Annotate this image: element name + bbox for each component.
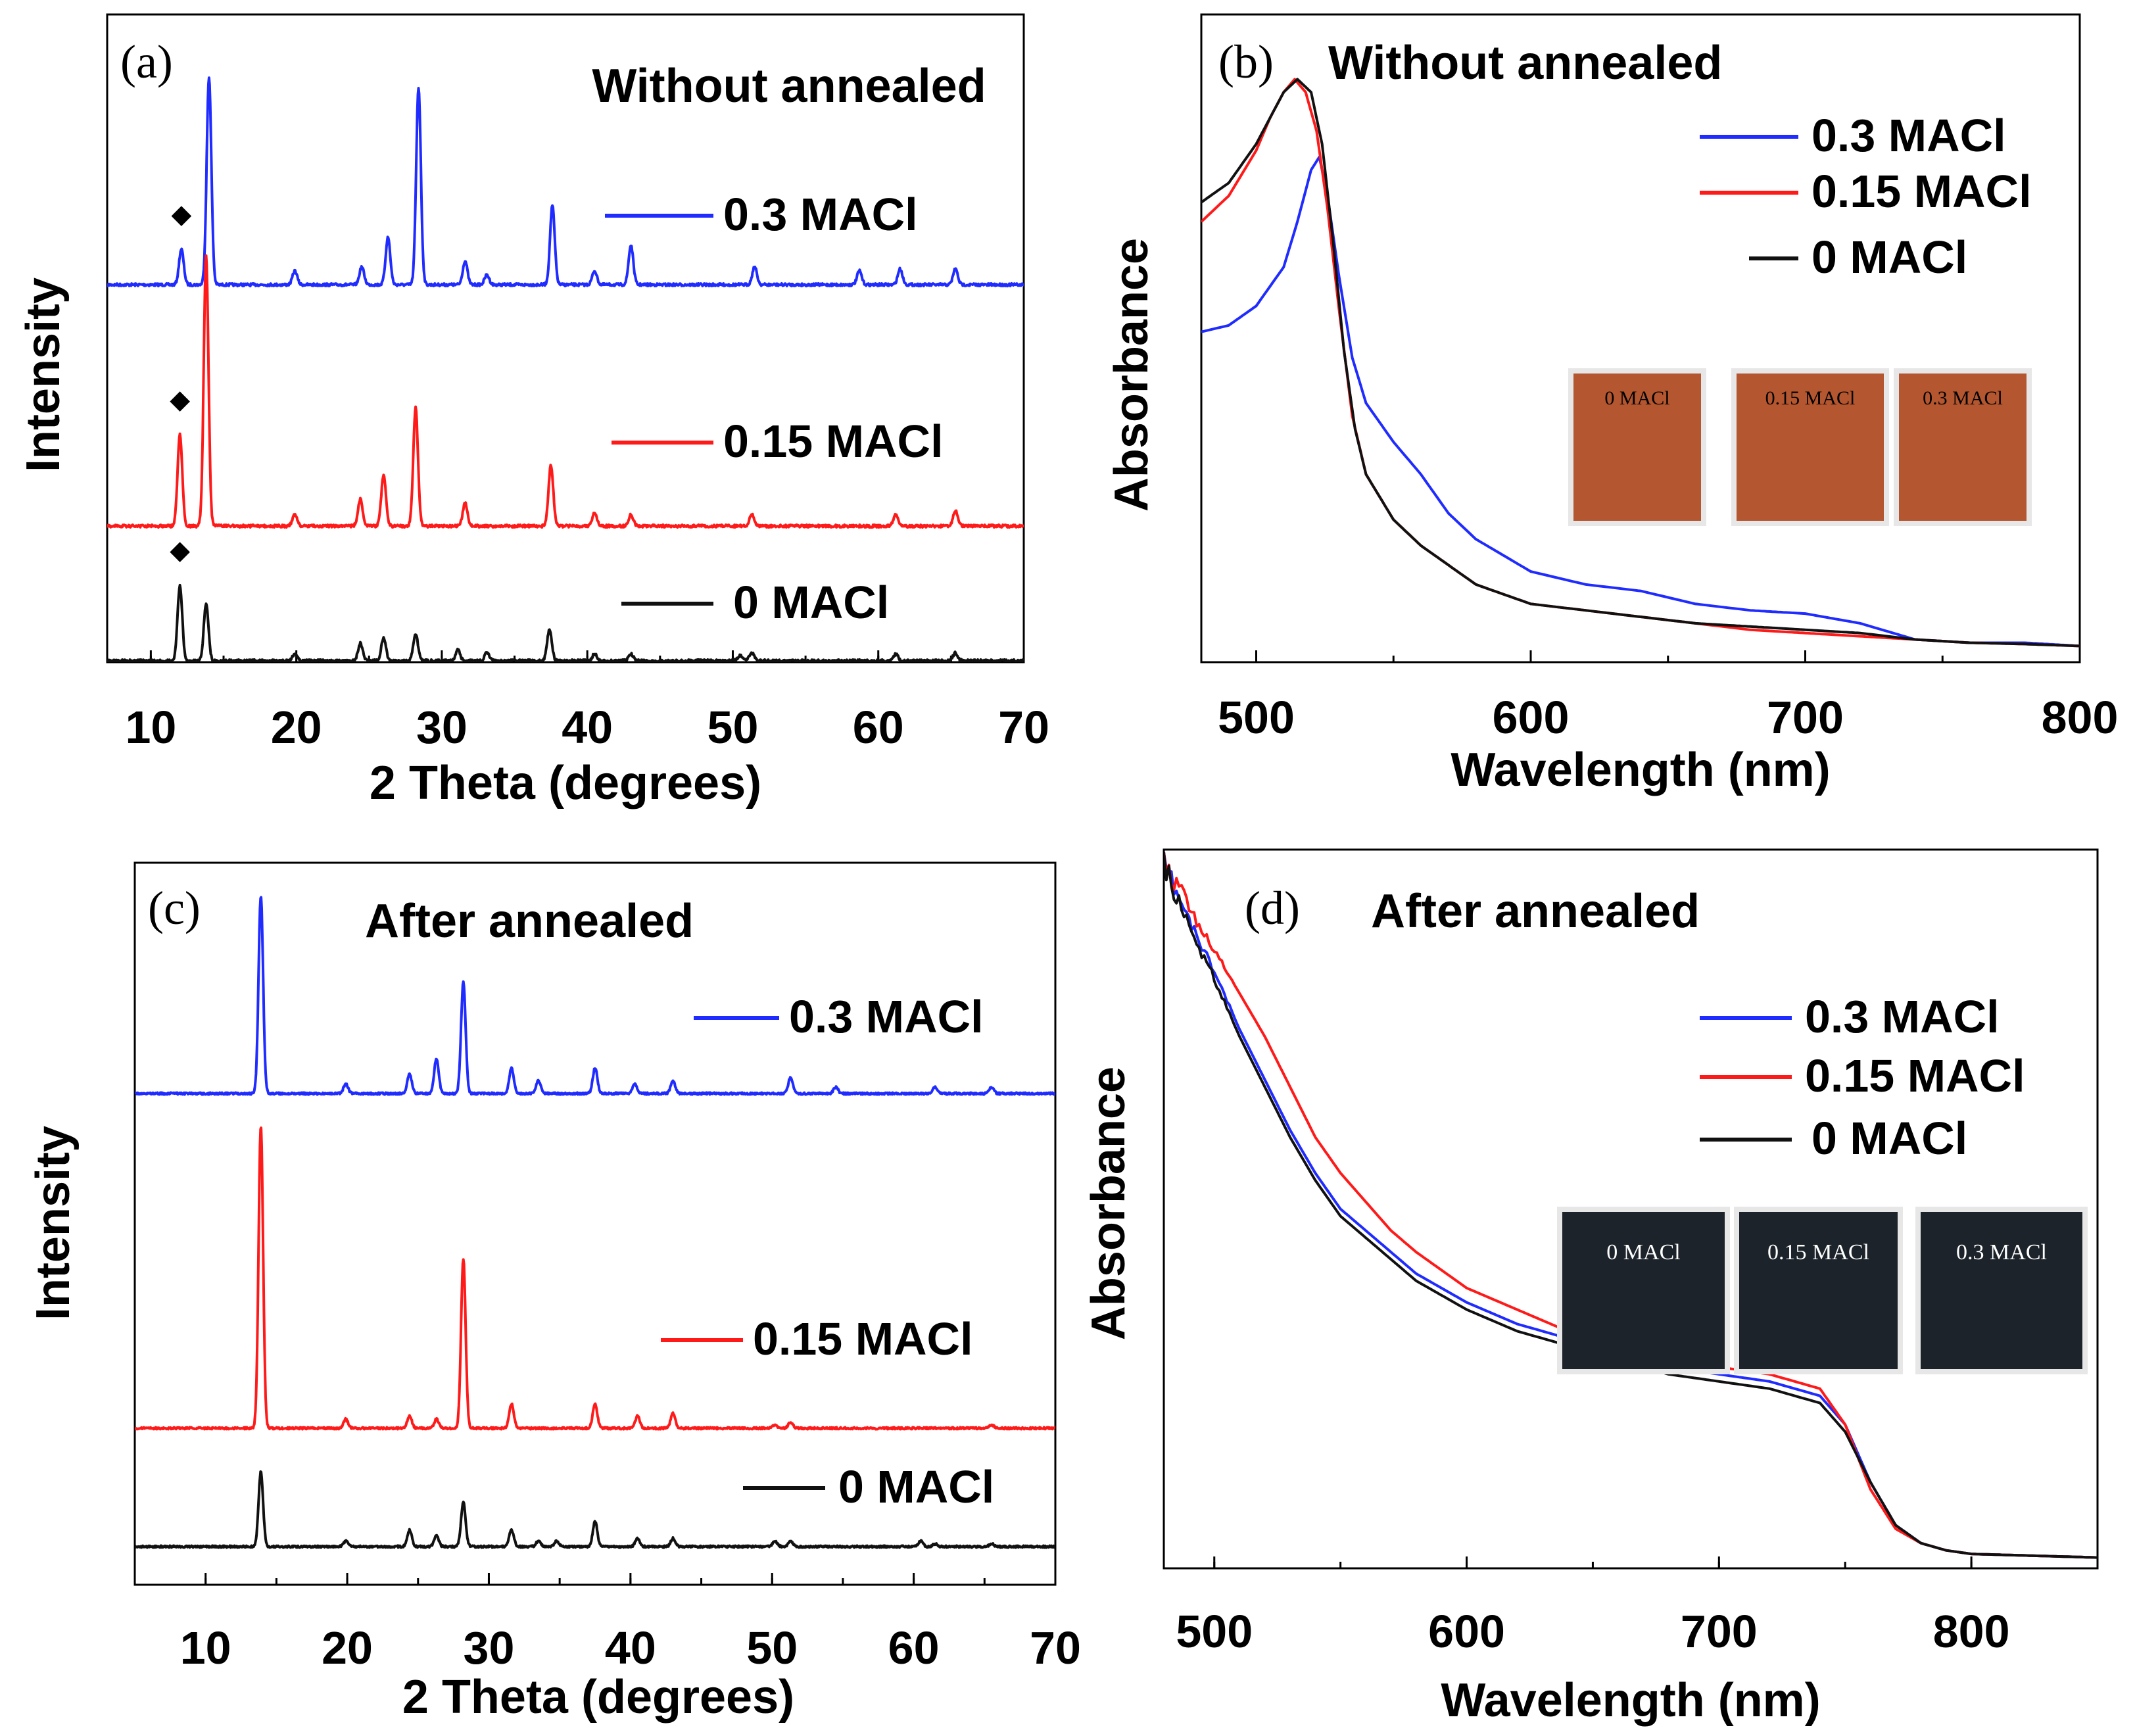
film-photo-label: 0.15 MACl [1767, 1240, 1869, 1265]
chart-panel-a: 10 20 30 40 50 60 70 2 Theta (degrees) Intensity… [17, 13, 1049, 809]
x-tick-label: 10 [125, 702, 176, 753]
x-tick-label: 40 [605, 1622, 656, 1674]
x-tick-label: 20 [271, 702, 322, 753]
legend-label: 0.15 MACl [753, 1313, 973, 1364]
film-photo [1737, 374, 1884, 521]
x-tick-label: 70 [998, 702, 1049, 753]
film-photo [1562, 1212, 1725, 1369]
series-line-0-macl [135, 1470, 1055, 1549]
panel-label: (d) [1245, 882, 1300, 934]
series-group [1164, 852, 2098, 1559]
x-tick-label: 600 [1428, 1606, 1505, 1657]
x-tick-label: 800 [2042, 692, 2119, 743]
film-photo-label: 0.15 MACl [1765, 387, 1856, 409]
legend-label: 0 MACl [838, 1461, 994, 1512]
film-photo [1573, 374, 1701, 521]
series-line-0-macl [107, 583, 1024, 662]
diamond-peak-marker: ◆ [170, 535, 190, 566]
legend-label: 0.15 MACl [723, 416, 944, 467]
panel-title: Without annealed [1328, 37, 1722, 89]
chart-panel-c: 10 20 30 40 50 60 70 2 Theta (degrees) Intensity… [27, 861, 1081, 1724]
diamond-peak-marker: ◆ [170, 385, 190, 415]
film-photo [1899, 374, 2027, 521]
x-tick-label: 600 [1493, 692, 1570, 743]
x-tick-label: 20 [322, 1622, 373, 1674]
plot-frame [133, 861, 1057, 1586]
x-tick-label: 700 [1681, 1606, 1758, 1657]
series-line-0-3-macl [107, 76, 1024, 287]
x-tick-label: 500 [1176, 1606, 1253, 1657]
y-axis-label: Absorbance [1105, 238, 1158, 512]
x-tick-label: 60 [888, 1622, 940, 1674]
panel-label: (c) [148, 882, 201, 934]
legend-label: 0 MACl [1811, 231, 1967, 283]
legend-label: 0.3 MACl [789, 991, 984, 1042]
x-tick-label: 700 [1767, 692, 1844, 743]
legend-label: 0.3 MACl [723, 189, 918, 240]
legend-label: 0.15 MACl [1805, 1050, 2025, 1101]
panel-label: (b) [1218, 36, 1274, 88]
chart-panel-b: 500 600 700 800 Wavelength (nm) Absorbance Wit… [1105, 13, 2119, 796]
panel-title: After annealed [365, 895, 694, 948]
series-line-0-15-macl [1164, 852, 2098, 1559]
series-group [107, 76, 1024, 662]
series-line-0-3-macl [135, 896, 1055, 1096]
x-tick-label: 50 [746, 1622, 798, 1674]
series-line-0-15-macl [107, 254, 1024, 529]
chart-panel-d: 500 600 700 800 Wavelength (nm) Absorbance Aft… [1082, 848, 2099, 1727]
x-tick-label: 60 [853, 702, 904, 753]
film-photo-label: 0 MACl [1604, 387, 1669, 409]
legend-label: 0.3 MACl [1805, 991, 2000, 1042]
y-axis-label: Absorbance [1082, 1067, 1135, 1340]
series-line-0-15-macl [135, 1126, 1055, 1431]
panel-title: Without annealed [592, 60, 986, 112]
diamond-peak-marker: ◆ [171, 199, 191, 229]
plot-frame [1200, 13, 2081, 663]
x-tick-label: 500 [1218, 692, 1295, 743]
x-tick-label: 70 [1030, 1622, 1081, 1674]
legend-label: 0.3 MACl [1811, 110, 2006, 161]
legend-label: 0 MACl [1811, 1113, 1967, 1164]
film-photo [1739, 1212, 1898, 1369]
x-axis-label: Wavelength (nm) [1441, 1674, 1820, 1727]
x-tick-label: 40 [562, 702, 613, 753]
series-group [1201, 78, 2080, 648]
series-group [135, 896, 1055, 1549]
x-tick-label: 800 [1933, 1606, 2010, 1657]
y-axis-label: Intensity [27, 1126, 80, 1320]
series-line-0-macl [1164, 852, 2098, 1559]
x-tick-label: 30 [416, 702, 468, 753]
series-line-0-3-macl [1164, 852, 2098, 1559]
legend-label: 0 MACl [733, 577, 889, 628]
series-line-0-15-macl [1201, 78, 2080, 648]
x-axis-label: 2 Theta (degrees) [402, 1671, 794, 1724]
series-line-0-macl [1201, 78, 2080, 648]
film-photo-label: 0.3 MACl [1923, 387, 2003, 409]
film-photo-label: 0.3 MACl [1956, 1240, 2047, 1265]
film-photo-label: 0 MACl [1606, 1240, 1680, 1265]
x-axis-label: 2 Theta (degrees) [370, 757, 761, 809]
x-tick-label: 50 [708, 702, 759, 753]
film-photo [1921, 1212, 2082, 1369]
panel-title: After annealed [1371, 885, 1700, 938]
panel-label: (a) [120, 36, 173, 88]
plot-frame [1163, 848, 2099, 1570]
x-tick-label: 10 [180, 1622, 231, 1674]
x-axis-label: Wavelength (nm) [1451, 744, 1830, 796]
legend-label: 0.15 MACl [1811, 166, 2032, 217]
y-axis-label: Intensity [17, 277, 70, 472]
x-tick-label: 30 [464, 1622, 515, 1674]
